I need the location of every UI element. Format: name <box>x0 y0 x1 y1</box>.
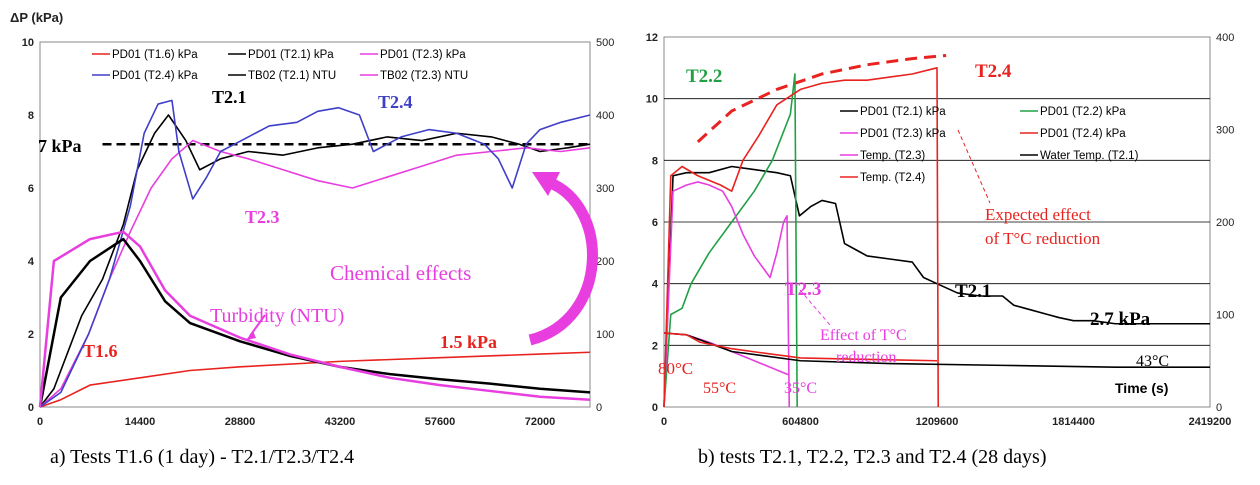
label-b-55c: 55°C <box>703 380 736 397</box>
xtick-b-4: 2419200 <box>1189 416 1232 428</box>
y2tick-a-4: 400 <box>596 110 614 122</box>
ytick-b-1: 2 <box>652 340 658 352</box>
expected-curve <box>696 54 947 143</box>
y2tick-a-5: 500 <box>596 37 614 49</box>
series-b-5 <box>663 332 1210 369</box>
caption-b: b) tests T2.1, T2.2, T2.3 and T2.4 (28 d… <box>698 446 1047 468</box>
series-a-0 <box>39 351 591 408</box>
legend-a-item-6: TB02 (T2.3) NTU <box>380 70 468 82</box>
ytick-a-5: 10 <box>22 37 34 49</box>
caption-a: a) Tests T1.6 (1 day) - T2.1/T2.3/T2.4 <box>50 446 354 468</box>
ytick-b-6: 12 <box>646 32 658 44</box>
y2tick-b-4: 400 <box>1216 32 1234 44</box>
legend-b-item-1: PD01 (T2.1) kPa <box>860 106 946 118</box>
xtick-b-2: 1209600 <box>916 416 959 428</box>
xtick-b-3: 1814400 <box>1052 416 1095 428</box>
legend-b-item-3: PD01 (T2.3) kPa <box>860 128 946 140</box>
legend-b-item-2: PD01 (T2.2) kPa <box>1040 106 1126 118</box>
y2tick-a-1: 100 <box>596 329 614 341</box>
panel-a-legend: PD01 (T1.6) kPa PD01 (T2.1) kPa PD01 (T2… <box>92 49 468 82</box>
ytick-b-5: 10 <box>646 94 658 106</box>
label-a-t16: T1.6 <box>83 341 118 361</box>
legend-a-item-2: PD01 (T2.1) kPa <box>248 49 334 61</box>
series-a-2 <box>39 139 591 408</box>
series-b-1 <box>663 73 798 408</box>
xtick-a-0: 0 <box>37 416 43 428</box>
legend-a-item-1: PD01 (T1.6) kPa <box>112 49 198 61</box>
series-a-4 <box>38 237 591 408</box>
label-a-turbidity: Turbidity (NTU) <box>210 305 344 327</box>
series-a-5 <box>38 230 591 408</box>
label-a-chemical: Chemical effects <box>330 261 471 285</box>
y2tick-a-0: 0 <box>596 402 602 414</box>
series-b-0 <box>663 165 1210 408</box>
label-b-t21: T2.1 <box>955 281 991 302</box>
expected-effect-pointer <box>957 129 991 204</box>
series-b-6 <box>663 332 938 362</box>
ytick-b-0: 0 <box>652 402 658 414</box>
panel-b-chart: 0 2 4 6 8 10 12 0 100 200 300 400 0 604800 1209600 1814… <box>646 32 1235 468</box>
label-b-t24: T2.4 <box>975 61 1012 82</box>
label-b-35c: 35°C <box>784 380 817 397</box>
legend-a-item-5: TB02 (T2.1) NTU <box>248 70 336 82</box>
label-a-t23: T2.3 <box>245 207 280 227</box>
legend-b-item-4: PD01 (T2.4) kPa <box>1040 128 1126 140</box>
series-a-3 <box>39 99 591 408</box>
ytick-a-1: 2 <box>28 329 34 341</box>
label-a-t21: T2.1 <box>212 87 247 107</box>
xtick-a-3: 43200 <box>325 416 356 428</box>
label-b-expected-2: of T°C reduction <box>985 229 1101 248</box>
ytick-b-2: 4 <box>652 279 659 291</box>
xtick-a-1: 14400 <box>125 416 156 428</box>
xtick-a-4: 57600 <box>425 416 456 428</box>
label-a-7kpa: 7 kPa <box>38 136 82 156</box>
label-b-43c: 43°C <box>1136 353 1169 370</box>
series-b-2 <box>663 181 791 408</box>
legend-a-item-3: PD01 (T2.3) kPa <box>380 49 466 61</box>
y2tick-b-2: 200 <box>1216 217 1234 229</box>
panel-b-xlabel: Time (s) <box>1115 380 1168 396</box>
y2tick-b-3: 300 <box>1216 125 1234 137</box>
legend-b-item-7: Temp. (T2.4) <box>860 172 925 184</box>
label-b-t23: T2.3 <box>785 279 821 300</box>
y2tick-a-3: 300 <box>596 183 614 195</box>
legend-a-item-4: PD01 (T2.4) kPa <box>112 70 198 82</box>
ytick-b-3: 6 <box>652 217 658 229</box>
xtick-b-1: 604800 <box>782 416 819 428</box>
series-b-3 <box>663 67 940 408</box>
ytick-a-0: 0 <box>28 402 34 414</box>
xtick-b-0: 0 <box>661 416 667 428</box>
panel-a-plot-area <box>39 41 591 408</box>
turbidity-arrowhead <box>246 331 256 340</box>
label-b-expected-1: Expected effect <box>985 205 1091 224</box>
label-b-t22: T2.2 <box>686 66 722 87</box>
y2tick-b-1: 100 <box>1216 310 1234 322</box>
chemical-effects-arrow <box>528 176 598 346</box>
panel-b-legend: PD01 (T2.1) kPa PD01 (T2.2) kPa PD01 (T2… <box>840 106 1139 184</box>
ytick-a-2: 4 <box>28 256 35 268</box>
label-b-effect-2: reduction <box>836 349 896 366</box>
legend-b-item-5: Temp. (T2.3) <box>860 150 925 162</box>
label-b-80c: 80°C <box>658 359 693 378</box>
xtick-a-5: 72000 <box>525 416 556 428</box>
y2tick-a-2: 200 <box>596 256 614 268</box>
label-a-15kpa: 1.5 kPa <box>440 332 497 352</box>
y2tick-b-0: 0 <box>1216 402 1222 414</box>
ytick-a-4: 8 <box>28 110 34 122</box>
panel-a-ylabel: ΔP (kPa) <box>10 10 63 25</box>
chemical-effects-arrowhead <box>532 172 560 196</box>
legend-b-item-6: Water Temp. (T2.1) <box>1040 150 1139 162</box>
ytick-a-3: 6 <box>28 183 34 195</box>
effect-pointer <box>799 289 831 326</box>
label-b-27kpa: 2.7 kPa <box>1090 309 1151 330</box>
label-a-t24: T2.4 <box>378 92 413 112</box>
label-b-effect-1: Effect of T°C <box>820 327 907 344</box>
xtick-a-2: 28800 <box>225 416 256 428</box>
ytick-b-4: 8 <box>652 155 658 167</box>
